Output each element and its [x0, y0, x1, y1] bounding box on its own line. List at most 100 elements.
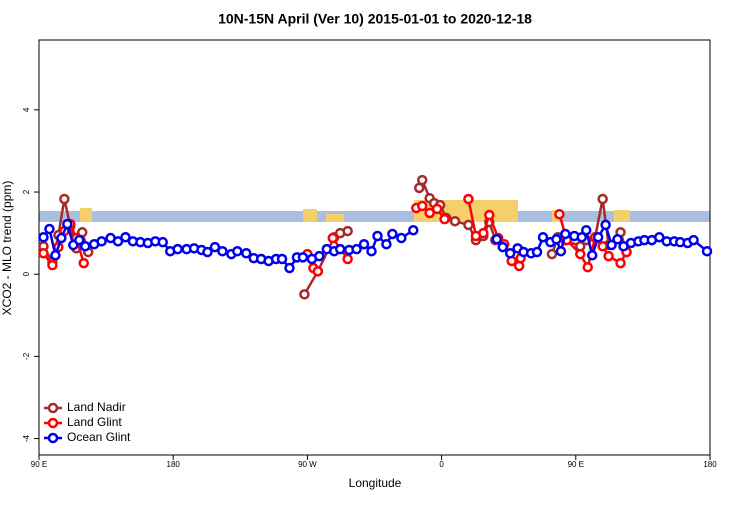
data-point	[157, 236, 169, 248]
data-point	[47, 259, 58, 271]
land-patch	[326, 214, 344, 222]
data-point	[688, 234, 699, 246]
legend-marker	[47, 417, 59, 429]
series	[38, 218, 713, 274]
data-point	[586, 250, 598, 261]
data-point	[232, 245, 243, 257]
data-point	[439, 213, 450, 225]
data-point	[497, 241, 508, 253]
data-point	[612, 234, 623, 245]
y-tick-label: 0	[22, 271, 31, 276]
data-point	[603, 250, 614, 262]
chart-title: 10N-15N April (Ver 10) 2015-01-01 to 202…	[218, 11, 532, 27]
data-point	[463, 193, 474, 205]
data-point	[615, 257, 626, 269]
data-point	[537, 231, 549, 243]
data-point	[44, 223, 55, 235]
data-point	[202, 246, 213, 258]
data-point	[342, 225, 353, 237]
data-point	[580, 224, 592, 236]
x-tick-label: 90 W	[298, 460, 317, 469]
data-point	[416, 200, 428, 212]
data-point	[551, 234, 562, 245]
data-point	[372, 230, 383, 242]
data-point	[449, 215, 461, 227]
data-point	[554, 208, 565, 220]
data-point	[424, 207, 435, 219]
data-point	[172, 243, 183, 255]
legend-label: Ocean Glint	[67, 430, 131, 444]
x-tick-label: 180	[703, 460, 717, 469]
land-patch	[303, 209, 317, 222]
legend-label: Land Nadir	[67, 400, 126, 414]
x-tick-label: 0	[439, 460, 444, 469]
data-point	[484, 209, 495, 221]
data-point	[38, 248, 49, 259]
data-point	[396, 232, 407, 244]
data-point	[560, 228, 571, 240]
x-axis-label: Longitude	[349, 476, 402, 490]
data-point	[351, 243, 362, 255]
data-point	[592, 231, 604, 243]
legend-marker	[47, 402, 59, 414]
data-point	[297, 252, 309, 263]
data-point	[56, 232, 67, 244]
data-point	[276, 253, 288, 265]
data-point	[491, 234, 503, 245]
data-point	[96, 236, 107, 247]
data-point	[358, 238, 370, 250]
legend-label: Land Glint	[67, 415, 122, 429]
data-point	[575, 248, 586, 260]
data-point	[299, 289, 310, 300]
data-point	[78, 257, 89, 269]
data-point	[314, 250, 325, 262]
x-tick-label: 180	[167, 460, 181, 469]
data-point	[597, 241, 608, 252]
legend-marker	[47, 432, 59, 444]
x-tick-label: 90 E	[31, 460, 47, 469]
data-point	[112, 236, 124, 247]
y-tick-label: -2	[22, 352, 31, 360]
data-point	[416, 174, 428, 186]
y-tick-label: 2	[22, 189, 31, 194]
data-point	[366, 245, 377, 257]
data-point	[120, 231, 131, 243]
land-mask	[39, 200, 710, 222]
data-point	[209, 241, 221, 253]
data-point	[62, 218, 73, 230]
data-point	[431, 203, 443, 215]
data-point	[597, 193, 608, 205]
land-patch	[80, 208, 92, 222]
data-point	[387, 228, 398, 240]
data-point	[463, 219, 474, 231]
data-point	[241, 248, 252, 259]
data-point	[38, 231, 49, 243]
data-point	[59, 193, 70, 205]
data-point	[582, 261, 593, 273]
data-point	[74, 234, 85, 246]
data-point	[79, 241, 91, 252]
x-tick-label: 90 E	[568, 460, 584, 469]
data-point	[546, 248, 558, 260]
land-patch	[614, 210, 630, 222]
data-point	[600, 219, 611, 231]
y-tick-label: 4	[22, 107, 31, 112]
data-point	[531, 246, 543, 258]
data-point	[334, 243, 346, 255]
data-point	[50, 250, 61, 261]
data-point	[408, 224, 419, 236]
data-point	[576, 231, 588, 243]
data-point	[606, 239, 617, 251]
coverage-band	[39, 211, 710, 222]
data-point	[478, 227, 489, 239]
data-point	[555, 245, 567, 257]
data-point	[312, 266, 324, 277]
data-point	[217, 245, 228, 257]
data-point	[381, 238, 392, 250]
data-point	[504, 248, 516, 259]
data-point	[654, 231, 665, 243]
y-axis-label: XCO2 - MLO trend (ppm)	[0, 181, 14, 316]
data-point	[701, 245, 713, 257]
data-point	[327, 232, 338, 244]
